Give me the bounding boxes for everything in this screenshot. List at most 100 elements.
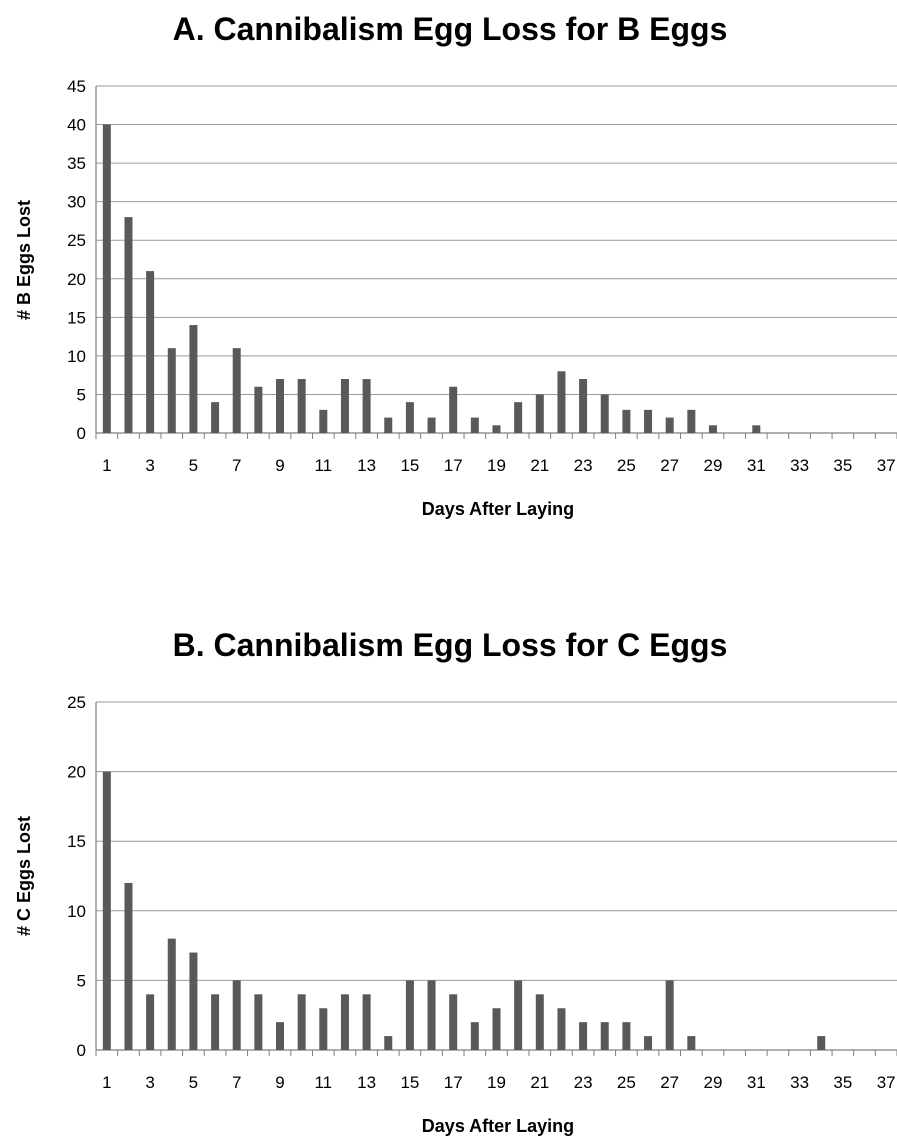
chart-b-bar-day-20: [514, 980, 523, 1050]
chart-b-x-tick-label: 9: [275, 1073, 284, 1092]
chart-a-y-tick-label: 35: [67, 154, 86, 173]
chart-b-x-tick-label: 21: [530, 1073, 549, 1092]
chart-a-y-axis-label: # B Eggs Lost: [14, 200, 34, 320]
chart-a-y-tick-label: 5: [77, 385, 86, 404]
chart-b-bar-day-26: [644, 1036, 653, 1050]
chart-a-bar-day-10: [297, 379, 306, 433]
chart-b-bar-day-11: [319, 1008, 328, 1050]
chart-b-bar-day-21: [535, 994, 544, 1050]
chart-a-x-tick-label: 1: [102, 456, 111, 475]
chart-a-bar-day-6: [211, 402, 220, 433]
chart-a-bar-day-2: [124, 217, 133, 433]
chart-a-bar-day-16: [427, 417, 436, 433]
chart-b-x-tick-label: 37: [877, 1073, 896, 1092]
chart-a-x-tick-label: 35: [833, 456, 852, 475]
chart-b-x-tick-label: 33: [790, 1073, 809, 1092]
chart-a-x-tick-label: 19: [487, 456, 506, 475]
chart-b-y-axis-label: # C Eggs Lost: [14, 816, 34, 936]
chart-a: A. Cannibalism Egg Loss for B Eggs Days …: [0, 0, 897, 560]
chart-a-bar-day-24: [600, 394, 609, 433]
chart-a-bar-day-29: [708, 425, 717, 433]
chart-b-x-tick-label: 27: [660, 1073, 679, 1092]
chart-b-x-tick-label: 29: [704, 1073, 723, 1092]
chart-b-y-tick-label: 20: [67, 763, 86, 782]
chart-b-bar-day-27: [665, 980, 674, 1050]
chart-b-x-tick-label: 17: [444, 1073, 463, 1092]
chart-b-bar-day-17: [449, 994, 458, 1050]
chart-a-y-tick-label: 20: [67, 270, 86, 289]
chart-a-x-tick-label: 23: [574, 456, 593, 475]
chart-a-bar-day-25: [622, 409, 631, 433]
chart-b-x-tick-label: 23: [574, 1073, 593, 1092]
chart-b-x-tick-label: 7: [232, 1073, 241, 1092]
chart-b-bar-day-5: [189, 952, 198, 1050]
chart-b-bar-day-22: [557, 1008, 566, 1050]
chart-a-x-tick-label: 13: [357, 456, 376, 475]
chart-a-x-tick-label: 15: [400, 456, 419, 475]
chart-a-x-tick-label: 5: [189, 456, 198, 475]
chart-b-bar-day-8: [254, 994, 263, 1050]
chart-b-x-tick-label: 13: [357, 1073, 376, 1092]
chart-a-x-tick-label: 3: [145, 456, 154, 475]
chart-b-x-tick-label: 11: [314, 1073, 332, 1092]
chart-b-bar-day-18: [470, 1022, 479, 1050]
chart-a-bar-day-8: [254, 386, 263, 433]
chart-a-bar-day-28: [687, 409, 696, 433]
chart-a-bar-day-18: [470, 417, 479, 433]
chart-a-bar-day-15: [405, 402, 414, 433]
chart-b-bar-day-13: [362, 994, 371, 1050]
chart-a-y-tick-label: 15: [67, 308, 86, 327]
chart-b-bar-day-7: [232, 980, 241, 1050]
chart-b-x-tick-label: 31: [747, 1073, 766, 1092]
chart-b-bar-day-19: [492, 1008, 501, 1050]
chart-a-x-tick-label: 17: [444, 456, 463, 475]
chart-a-y-tick-label: 25: [67, 231, 86, 250]
chart-b-bar-day-4: [167, 938, 176, 1050]
chart-b-x-tick-label: 19: [487, 1073, 506, 1092]
chart-a-x-axis-label: Days After Laying: [422, 499, 574, 519]
chart-a-bar-day-14: [384, 417, 393, 433]
chart-a-bar-day-31: [752, 425, 761, 433]
chart-b-y-tick-label: 0: [77, 1041, 86, 1060]
chart-b-bar-day-23: [579, 1022, 588, 1050]
chart-b-bar-day-14: [384, 1036, 393, 1050]
chart-b-bar-day-12: [340, 994, 349, 1050]
chart-a-svg: A. Cannibalism Egg Loss for B Eggs Days …: [14, 11, 897, 519]
chart-b-bar-day-2: [124, 882, 133, 1050]
chart-b-x-tick-label: 3: [145, 1073, 154, 1092]
chart-b-title: B. Cannibalism Egg Loss for C Eggs: [173, 627, 728, 663]
chart-b-y-tick-label: 5: [77, 971, 86, 990]
chart-a-bar-day-5: [189, 325, 198, 433]
chart-a-bar-day-21: [535, 394, 544, 433]
chart-a-x-tick-label: 29: [704, 456, 723, 475]
chart-b-bar-day-9: [276, 1022, 285, 1050]
chart-a-x-tick-label: 11: [314, 456, 332, 475]
chart-a-bar-day-17: [449, 386, 458, 433]
chart-a-bar-day-7: [232, 348, 241, 433]
chart-b-y-tick-label: 15: [67, 832, 86, 851]
chart-a-x-tick-label: 21: [530, 456, 549, 475]
chart-a-x-tick-label: 7: [232, 456, 241, 475]
chart-a-y-tick-label: 40: [67, 116, 86, 135]
chart-a-y-tick-label: 10: [67, 347, 86, 366]
chart-a-bar-day-26: [644, 409, 653, 433]
chart-a-bar-day-22: [557, 371, 566, 433]
chart-a-bar-day-3: [146, 271, 155, 433]
chart-a-bar-day-13: [362, 379, 371, 433]
chart-b-bar-day-24: [600, 1022, 609, 1050]
chart-a-x-tick-label: 25: [617, 456, 636, 475]
chart-b-bar-day-10: [297, 994, 306, 1050]
chart-a-bar-day-19: [492, 425, 501, 433]
chart-b-bar-day-3: [146, 994, 155, 1050]
chart-b-y-tick-label: 25: [67, 693, 86, 712]
chart-b-bar-day-15: [405, 980, 414, 1050]
chart-b-bar-day-34: [817, 1036, 826, 1050]
chart-a-bar-day-12: [340, 379, 349, 433]
chart-b: B. Cannibalism Egg Loss for C Eggs Days …: [0, 610, 897, 1139]
chart-a-y-tick-label: 45: [67, 77, 86, 96]
chart-a-x-tick-label: 27: [660, 456, 679, 475]
chart-a-bar-day-1: [102, 124, 111, 434]
chart-a-bar-day-27: [665, 417, 674, 433]
chart-a-x-tick-label: 31: [747, 456, 766, 475]
chart-b-x-tick-label: 1: [102, 1073, 111, 1092]
